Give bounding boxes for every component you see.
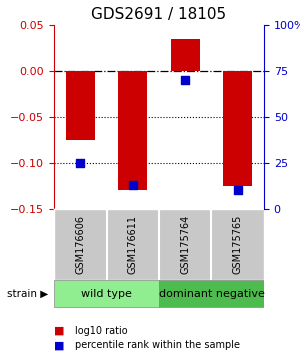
Text: log10 ratio: log10 ratio bbox=[75, 326, 128, 336]
Bar bbox=[54, 280, 159, 307]
Text: strain ▶: strain ▶ bbox=[7, 289, 48, 299]
Bar bbox=[223, 71, 252, 186]
Text: GSM175765: GSM175765 bbox=[233, 215, 243, 274]
Bar bbox=[159, 280, 264, 307]
Point bbox=[235, 188, 240, 193]
Text: wild type: wild type bbox=[81, 289, 132, 299]
Point bbox=[183, 77, 188, 83]
Bar bbox=[66, 71, 95, 140]
Text: ■: ■ bbox=[54, 340, 64, 350]
Text: percentile rank within the sample: percentile rank within the sample bbox=[75, 340, 240, 350]
Text: dominant negative: dominant negative bbox=[159, 289, 264, 299]
Point bbox=[78, 160, 83, 166]
Bar bbox=[171, 39, 200, 71]
Text: GSM176611: GSM176611 bbox=[128, 215, 138, 274]
Text: ■: ■ bbox=[54, 326, 64, 336]
Point bbox=[130, 182, 135, 188]
Bar bbox=[118, 71, 147, 190]
Text: GSM175764: GSM175764 bbox=[180, 215, 190, 274]
Text: GSM176606: GSM176606 bbox=[75, 215, 85, 274]
Title: GDS2691 / 18105: GDS2691 / 18105 bbox=[92, 7, 226, 22]
